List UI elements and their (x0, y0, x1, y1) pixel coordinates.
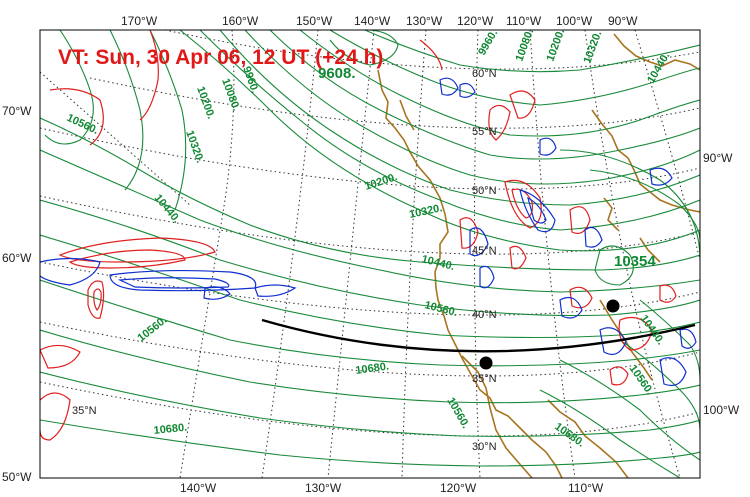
valid-time-title: VT: Sun, 30 Apr 06, 12 UT (+24 h) (58, 46, 383, 69)
lon-label-top: 150°W (296, 14, 333, 28)
lon-label-bottom: 130°W (305, 481, 342, 495)
lat-label-40n: 40°N (472, 309, 497, 321)
lat-label-35n: 35°N (472, 373, 497, 385)
high-center-label: 10354 (614, 253, 656, 270)
longitude-labels-top: 170°W 160°W 150°W 140°W 130°W 120°W 110°… (121, 14, 638, 28)
low-center-label: 9608. (318, 65, 356, 82)
lat-label-45n: 45°N (472, 245, 497, 257)
left-label-70w: 70°W (2, 104, 32, 118)
lon-label-top: 120°W (457, 14, 494, 28)
negative-contours (40, 77, 697, 387)
meridian-170w (40, 71, 191, 206)
height-contours (40, 30, 700, 478)
positive-contours (40, 30, 677, 441)
lon-label-top: 100°W (556, 14, 593, 28)
plot-background (40, 30, 700, 478)
longitude-labels-bottom: 140°W 130°W 120°W 110°W (180, 481, 604, 495)
lon-label-top: 140°W (354, 14, 391, 28)
coastline (377, 33, 700, 478)
parallel-35n (40, 321, 700, 377)
contour-label: 10680. (355, 360, 390, 377)
track-line (261, 318, 696, 353)
parallel-60n (164, 30, 700, 70)
track-point-south (479, 356, 493, 370)
lon-label-top: 130°W (406, 14, 443, 28)
plot-frame (39, 29, 701, 479)
right-label-90w: 90°W (703, 151, 733, 165)
lat-label-55n: 55°N (472, 126, 497, 138)
parallel-40n (40, 261, 700, 316)
meridian-150w (261, 30, 319, 478)
meridian-90w (634, 30, 700, 261)
left-label-60w: 60°W (2, 251, 32, 265)
left-label-50w: 50°W (2, 470, 32, 484)
lat-label-30n: 30°N (472, 441, 497, 453)
contour-label: 10680. (153, 422, 188, 437)
lon-label-bottom: 140°W (180, 481, 217, 495)
lon-label-top: 170°W (121, 14, 158, 28)
lat-label-35n-west: 35°N (72, 405, 97, 417)
lat-label-50n: 50°N (472, 185, 497, 197)
lon-label-top: 110°W (506, 14, 542, 28)
latitude-labels: 60°N 55°N 50°N 45°N 40°N 35°N 30°N 35°N (72, 68, 497, 453)
lat-label-60n: 60°N (472, 68, 497, 80)
lon-label-bottom: 110°W (568, 481, 604, 495)
lon-label-top: 90°W (608, 14, 638, 28)
track-point-east (606, 299, 620, 313)
lon-label-top: 160°W (222, 14, 259, 28)
side-labels: 70°W 60°W 50°W 90°W 100°W (2, 104, 740, 484)
parallel-30n (40, 381, 700, 437)
meridian-110w (529, 30, 576, 478)
lon-label-bottom: 120°W (440, 481, 477, 495)
right-label-100w: 100°W (703, 403, 740, 417)
